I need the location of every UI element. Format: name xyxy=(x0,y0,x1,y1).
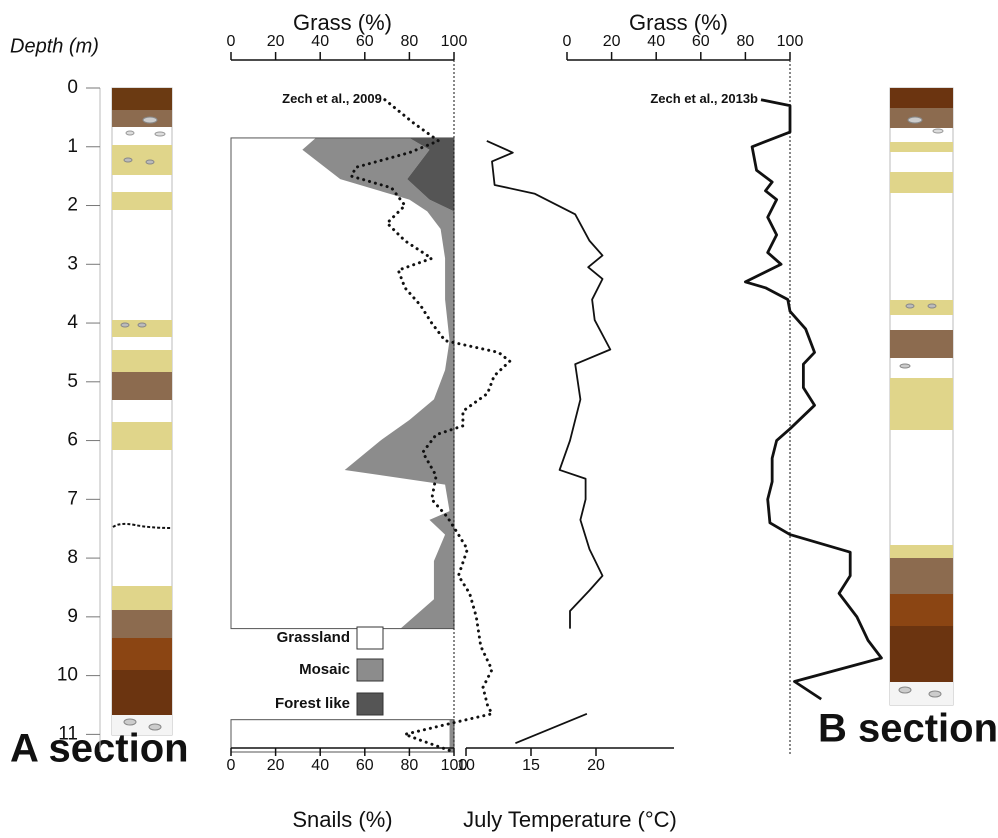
y-tick-label: 11 xyxy=(58,723,78,744)
x-tick-label: 100 xyxy=(777,33,804,50)
y-axis-label: Depth (m) xyxy=(10,35,99,57)
line xyxy=(744,98,883,701)
x-tick-label: 0 xyxy=(227,33,236,50)
area-0 xyxy=(231,719,450,752)
x-tick-label: 0 xyxy=(227,757,236,774)
x-tick-label: 100 xyxy=(441,757,468,774)
x-tick-label: 40 xyxy=(311,757,329,774)
legend-swatch xyxy=(356,626,384,650)
column-a xyxy=(111,87,173,736)
y-tick-label: 2 xyxy=(67,195,78,216)
area-2 xyxy=(407,137,454,629)
y-tick-label: 5 xyxy=(67,371,78,392)
section-frame xyxy=(230,137,455,630)
y-tick-label: 9 xyxy=(67,606,78,627)
x-tick-label: 80 xyxy=(737,33,755,50)
x-tick-label: 20 xyxy=(267,757,285,774)
x-tick-label: 20 xyxy=(603,33,621,50)
x-tick-label: 0 xyxy=(563,33,572,50)
column-b xyxy=(889,87,954,706)
legend-swatch xyxy=(356,658,384,682)
y-tick-label: 1 xyxy=(67,136,78,157)
x-tick-label: 60 xyxy=(692,33,710,50)
y-tick-label: 7 xyxy=(67,488,78,509)
y-tick-label: 0 xyxy=(67,77,78,98)
x-axis-label: July Temperature (°C) xyxy=(463,807,677,832)
section-frame xyxy=(230,719,455,753)
legend-swatch xyxy=(356,692,384,716)
y-tick-label: 8 xyxy=(67,547,78,568)
legend-label: Grassland xyxy=(277,629,350,646)
x-tick-label: 80 xyxy=(401,757,419,774)
x-tick-label: 20 xyxy=(587,757,605,774)
x-tick-label: 20 xyxy=(267,33,285,50)
area-0 xyxy=(231,137,450,629)
x-tick-label: 15 xyxy=(522,757,540,774)
line xyxy=(349,98,512,754)
section-label: B section xyxy=(818,707,998,751)
y-tick-label: 6 xyxy=(67,430,78,451)
axis-title: Grass (%) xyxy=(629,10,728,35)
line xyxy=(486,140,612,745)
y-tick-label: 3 xyxy=(67,253,78,274)
x-tick-label: 40 xyxy=(311,33,329,50)
x-tick-label: 80 xyxy=(401,33,419,50)
x-axis-label: Snails (%) xyxy=(292,807,392,832)
x-tick-label: 10 xyxy=(457,757,475,774)
section-label: A section xyxy=(10,727,189,771)
annotation: Zech et al., 2009 xyxy=(282,91,382,106)
legend-label: Forest like xyxy=(275,695,350,712)
annotation: Zech et al., 2013b xyxy=(650,91,758,106)
y-tick-label: 4 xyxy=(67,312,78,333)
x-tick-label: 60 xyxy=(356,757,374,774)
x-tick-label: 60 xyxy=(356,33,374,50)
legend-label: Mosaic xyxy=(299,661,350,678)
y-tick-label: 10 xyxy=(57,665,78,686)
x-tick-label: 100 xyxy=(441,33,468,50)
x-tick-label: 40 xyxy=(647,33,665,50)
area-1 xyxy=(449,719,454,752)
axis-title: Grass (%) xyxy=(293,10,392,35)
area-1 xyxy=(302,137,454,629)
